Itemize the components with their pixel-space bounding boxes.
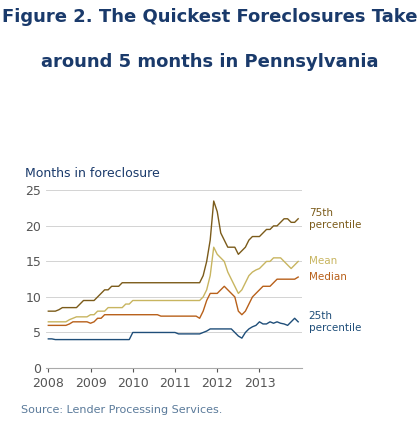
Text: around 5 months in Pennsylvania: around 5 months in Pennsylvania (41, 53, 379, 71)
Text: 75th
percentile: 75th percentile (309, 208, 361, 230)
Text: Figure 2. The Quickest Foreclosures Take: Figure 2. The Quickest Foreclosures Take (2, 8, 418, 27)
Text: 25th
percentile: 25th percentile (309, 311, 361, 332)
Text: Mean: Mean (309, 256, 337, 266)
Text: Source: Lender Processing Services.: Source: Lender Processing Services. (21, 404, 222, 415)
Text: Median: Median (309, 272, 346, 282)
Text: Months in foreclosure: Months in foreclosure (25, 167, 160, 180)
